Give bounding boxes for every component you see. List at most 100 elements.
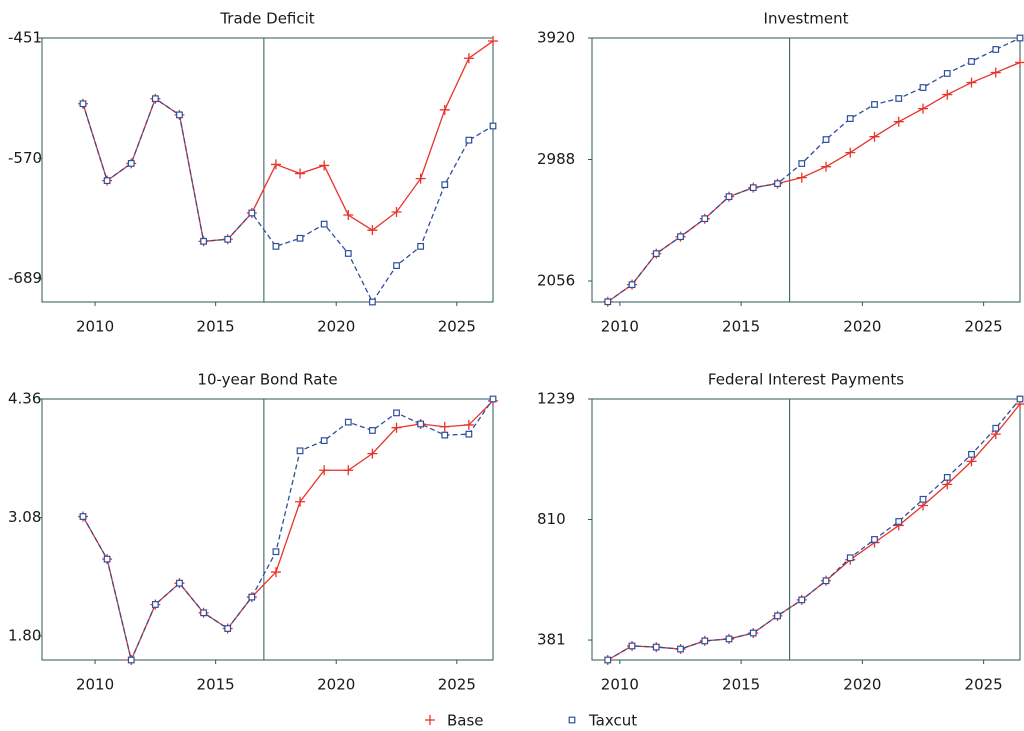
- x-tick-label: 2020: [317, 318, 355, 336]
- data-point: [774, 612, 781, 620]
- data-point: [248, 209, 256, 217]
- x-tick-label: 2010: [76, 676, 114, 694]
- data-point: [489, 122, 497, 130]
- data-point: [992, 424, 1000, 432]
- x-tick-label: 2025: [438, 676, 476, 694]
- data-point: [604, 656, 612, 664]
- data-point: [943, 473, 951, 481]
- data-point: [224, 625, 232, 632]
- legend-marker: [568, 716, 576, 724]
- y-tick-label: 1239: [537, 390, 575, 408]
- y-tick-label: 3920: [537, 29, 575, 47]
- data-point: [439, 104, 450, 115]
- data-point: [320, 220, 328, 228]
- data-point: [968, 58, 975, 65]
- plot-frame: [591, 398, 1021, 661]
- data-point: [295, 168, 306, 179]
- data-point: [893, 116, 904, 127]
- data-point: [343, 210, 354, 221]
- data-point: [441, 181, 449, 189]
- data-point: [441, 431, 449, 439]
- data-point: [990, 67, 1001, 78]
- data-point: [369, 427, 376, 434]
- data-point: [749, 184, 757, 192]
- data-point: [895, 518, 903, 525]
- legend-marker: [425, 715, 435, 725]
- data-point: [393, 409, 400, 417]
- data-point: [272, 242, 280, 250]
- series-line: [607, 398, 1021, 661]
- data-point: [270, 567, 281, 578]
- data-point: [248, 593, 256, 601]
- data-point: [417, 242, 425, 250]
- y-tick-label: -451: [8, 29, 42, 47]
- data-point: [319, 160, 330, 171]
- data-point: [465, 136, 473, 144]
- data-point: [344, 250, 352, 257]
- data-point: [367, 448, 378, 459]
- data-point: [176, 579, 183, 587]
- data-point: [821, 161, 832, 172]
- data-point: [415, 173, 426, 184]
- data-point: [272, 548, 280, 556]
- data-point: [367, 225, 378, 236]
- data-point: [319, 465, 330, 476]
- data-point: [701, 215, 709, 223]
- data-point: [127, 160, 135, 167]
- data-point: [200, 237, 207, 245]
- data-point: [127, 656, 135, 664]
- data-point: [919, 495, 927, 503]
- data-point: [176, 111, 183, 119]
- chart-title: Trade Deficit: [219, 10, 314, 28]
- data-point: [966, 77, 977, 88]
- plot-frame: [41, 37, 494, 303]
- series-line: [607, 403, 1021, 661]
- data-point: [488, 36, 498, 47]
- data-point: [869, 131, 880, 142]
- series-line: [82, 97, 494, 304]
- data-point: [391, 206, 402, 217]
- data-point: [1015, 57, 1024, 68]
- x-tick-label: 2015: [722, 318, 760, 336]
- data-point: [1016, 34, 1024, 42]
- data-point: [677, 645, 684, 653]
- data-point: [796, 172, 807, 183]
- data-point: [749, 629, 757, 637]
- chart-title: Investment: [764, 10, 849, 28]
- data-point: [822, 577, 830, 585]
- data-point: [774, 180, 781, 188]
- data-point: [845, 147, 856, 158]
- data-point: [465, 430, 473, 438]
- data-point: [151, 95, 159, 103]
- legend-label: Base: [447, 712, 484, 730]
- data-point: [463, 419, 474, 430]
- data-point: [871, 536, 878, 543]
- data-point: [320, 437, 328, 445]
- y-tick-label: -689: [8, 269, 42, 287]
- data-point: [652, 250, 660, 258]
- series-line: [607, 61, 1021, 303]
- y-tick-label: 2988: [537, 150, 575, 168]
- x-tick-label: 2015: [197, 318, 235, 336]
- data-point: [344, 418, 352, 426]
- plot-frame: [591, 37, 1021, 303]
- x-tick-label: 2020: [317, 676, 355, 694]
- data-point: [463, 53, 474, 64]
- data-point: [79, 100, 87, 108]
- chart-title: 10-year Bond Rate: [197, 371, 337, 389]
- data-point: [103, 177, 111, 185]
- x-tick-label: 2015: [722, 676, 760, 694]
- x-tick-label: 2025: [438, 318, 476, 336]
- x-tick-label: 2015: [197, 676, 235, 694]
- data-point: [79, 513, 87, 520]
- x-tick-label: 2010: [76, 318, 114, 336]
- data-point: [871, 101, 878, 108]
- data-point: [296, 447, 304, 455]
- series-line: [607, 37, 1021, 303]
- data-point: [295, 496, 306, 507]
- x-tick-label: 2010: [601, 318, 639, 336]
- data-point: [992, 46, 1000, 53]
- y-tick-label: -570: [8, 149, 42, 167]
- data-point: [391, 422, 402, 433]
